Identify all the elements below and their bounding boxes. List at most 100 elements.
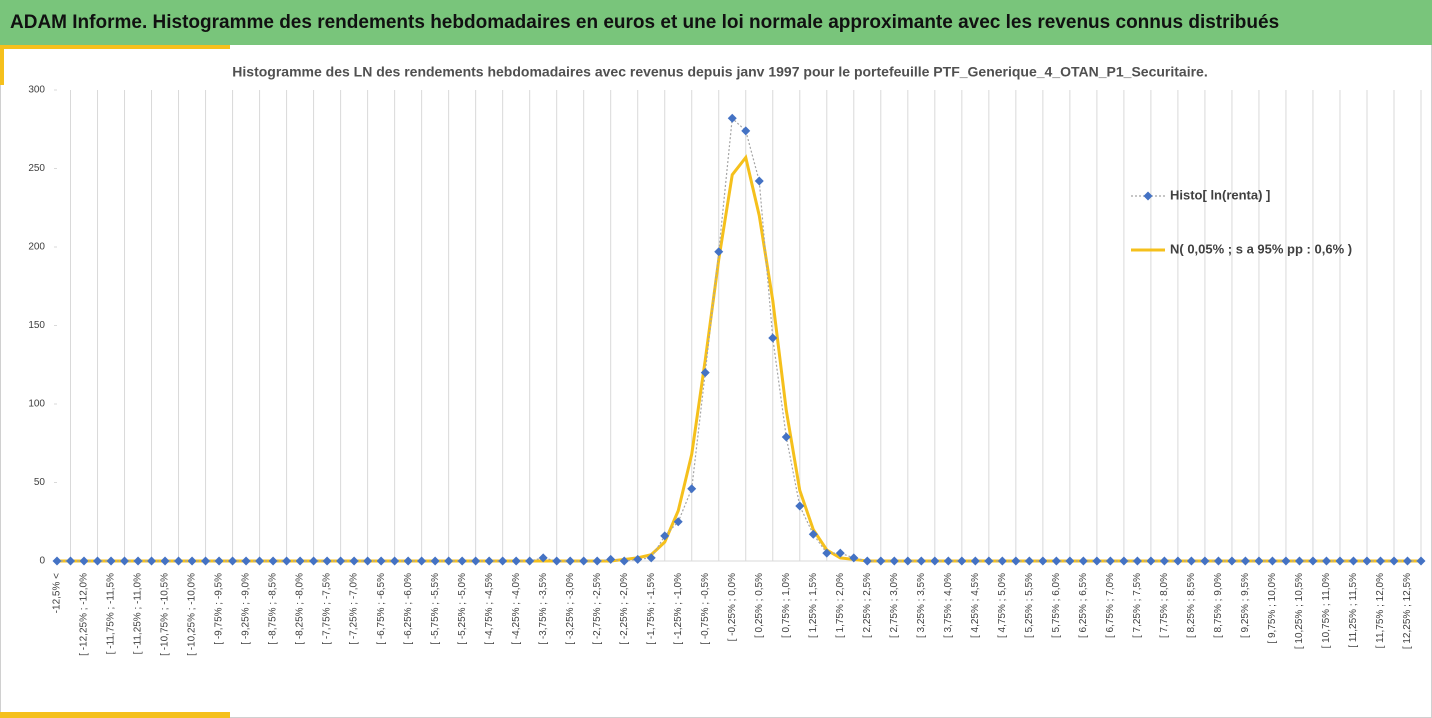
legend-marker bbox=[1143, 191, 1153, 201]
point bbox=[1051, 556, 1061, 566]
x-tick-label: [ 0,25% ; 0,5% bbox=[754, 573, 765, 638]
point bbox=[187, 556, 197, 566]
x-tick-label: [ 8,25% ; 8,5% bbox=[1186, 573, 1197, 638]
x-tick-label: [ -7,75% ; -7,5% bbox=[322, 573, 333, 645]
point bbox=[943, 556, 953, 566]
y-tick-label: 100 bbox=[28, 399, 45, 410]
point bbox=[1078, 556, 1088, 566]
point bbox=[106, 556, 116, 566]
x-tick-label: [ -4,75% ; -4,5% bbox=[484, 573, 495, 645]
y-tick-label: 50 bbox=[34, 477, 46, 488]
point bbox=[1308, 556, 1318, 566]
x-tick-label: [ -7,25% ; -7,0% bbox=[349, 573, 360, 645]
accent bbox=[0, 712, 230, 718]
point bbox=[268, 556, 278, 566]
x-tick-label: [ -11,25% ; -11,0% bbox=[133, 573, 144, 654]
x-tick-label: [ -8,25% ; -8,0% bbox=[295, 573, 306, 645]
point bbox=[552, 556, 562, 566]
point bbox=[1240, 556, 1250, 566]
point bbox=[66, 556, 76, 566]
point bbox=[1173, 556, 1183, 566]
point bbox=[1186, 556, 1196, 566]
point bbox=[876, 556, 886, 566]
point bbox=[1267, 556, 1277, 566]
point bbox=[660, 531, 670, 541]
header-bar bbox=[0, 0, 1432, 45]
point bbox=[120, 556, 130, 566]
point bbox=[835, 548, 845, 558]
x-tick-label: [ 4,75% ; 5,0% bbox=[997, 573, 1008, 638]
point bbox=[1024, 556, 1034, 566]
accent bbox=[0, 45, 4, 85]
point bbox=[1402, 556, 1412, 566]
point bbox=[1362, 556, 1372, 566]
point bbox=[633, 554, 643, 564]
point bbox=[430, 556, 440, 566]
x-tick-label: [ -4,25% ; -4,0% bbox=[511, 573, 522, 645]
point bbox=[822, 548, 832, 558]
x-tick-label: [ 8,75% ; 9,0% bbox=[1213, 573, 1224, 638]
point bbox=[592, 556, 602, 566]
point bbox=[471, 556, 481, 566]
point bbox=[957, 556, 967, 566]
x-tick-label: [ 9,75% ; 10,0% bbox=[1267, 573, 1278, 644]
x-tick-label: [ 7,75% ; 8,0% bbox=[1159, 573, 1170, 638]
point bbox=[79, 556, 89, 566]
point bbox=[1389, 556, 1399, 566]
x-tick-label: [ 3,25% ; 3,5% bbox=[916, 573, 927, 638]
point bbox=[309, 556, 319, 566]
point bbox=[646, 553, 656, 563]
x-tick-label: [ -9,75% ; -9,5% bbox=[214, 573, 225, 645]
x-tick-label: [ 2,75% ; 3,0% bbox=[889, 573, 900, 638]
point bbox=[93, 556, 103, 566]
point bbox=[525, 556, 535, 566]
point bbox=[538, 553, 548, 563]
x-tick-label: [ -10,75% ; -10,5% bbox=[160, 573, 171, 656]
point bbox=[336, 556, 346, 566]
point bbox=[849, 553, 859, 563]
x-tick-label: [ -12,25% ; -12,0% bbox=[79, 573, 90, 656]
x-tick-label: [ 1,25% ; 1,5% bbox=[808, 573, 819, 638]
point bbox=[781, 432, 791, 442]
point bbox=[619, 556, 629, 566]
point bbox=[1132, 556, 1142, 566]
point bbox=[714, 247, 724, 257]
point bbox=[1146, 556, 1156, 566]
y-tick-label: 300 bbox=[28, 85, 45, 96]
point bbox=[1065, 556, 1075, 566]
point bbox=[984, 556, 994, 566]
x-tick-label: [ -5,75% ; -5,5% bbox=[430, 573, 441, 645]
point bbox=[511, 556, 521, 566]
point bbox=[687, 484, 697, 494]
x-tick-label: [ 6,25% ; 6,5% bbox=[1078, 573, 1089, 638]
point bbox=[322, 556, 332, 566]
x-tick-label: [ -1,25% ; -1,0% bbox=[673, 573, 684, 645]
y-tick-label: 200 bbox=[28, 242, 45, 253]
y-tick-label: 150 bbox=[28, 320, 45, 331]
x-tick-label: [ 11,25% ; 11,5% bbox=[1348, 573, 1359, 648]
point bbox=[727, 113, 737, 123]
x-tick-label: [ 9,25% ; 9,5% bbox=[1240, 573, 1251, 638]
point bbox=[174, 556, 184, 566]
point bbox=[1227, 556, 1237, 566]
accent bbox=[0, 45, 230, 49]
point bbox=[1011, 556, 1021, 566]
x-tick-label: [ 4,25% ; 4,5% bbox=[970, 573, 981, 638]
x-tick-label: [ -3,25% ; -3,0% bbox=[565, 573, 576, 645]
point bbox=[700, 368, 710, 378]
point bbox=[808, 529, 818, 539]
x-tick-label: [ -0,25% ; 0,0% bbox=[727, 573, 738, 641]
x-tick-label: [ 2,25% ; 2,5% bbox=[862, 573, 873, 638]
legend-label: N( 0,05% ; s a 95% pp : 0,6% ) bbox=[1170, 241, 1352, 256]
chart-title: Histogramme des LN des rendements hebdom… bbox=[232, 64, 1207, 80]
point bbox=[1348, 556, 1358, 566]
point bbox=[160, 556, 170, 566]
point bbox=[403, 556, 413, 566]
point bbox=[255, 556, 265, 566]
point bbox=[565, 556, 575, 566]
point bbox=[444, 556, 454, 566]
point bbox=[363, 556, 373, 566]
x-tick-label: [ 6,75% ; 7,0% bbox=[1105, 573, 1116, 638]
point bbox=[295, 556, 305, 566]
